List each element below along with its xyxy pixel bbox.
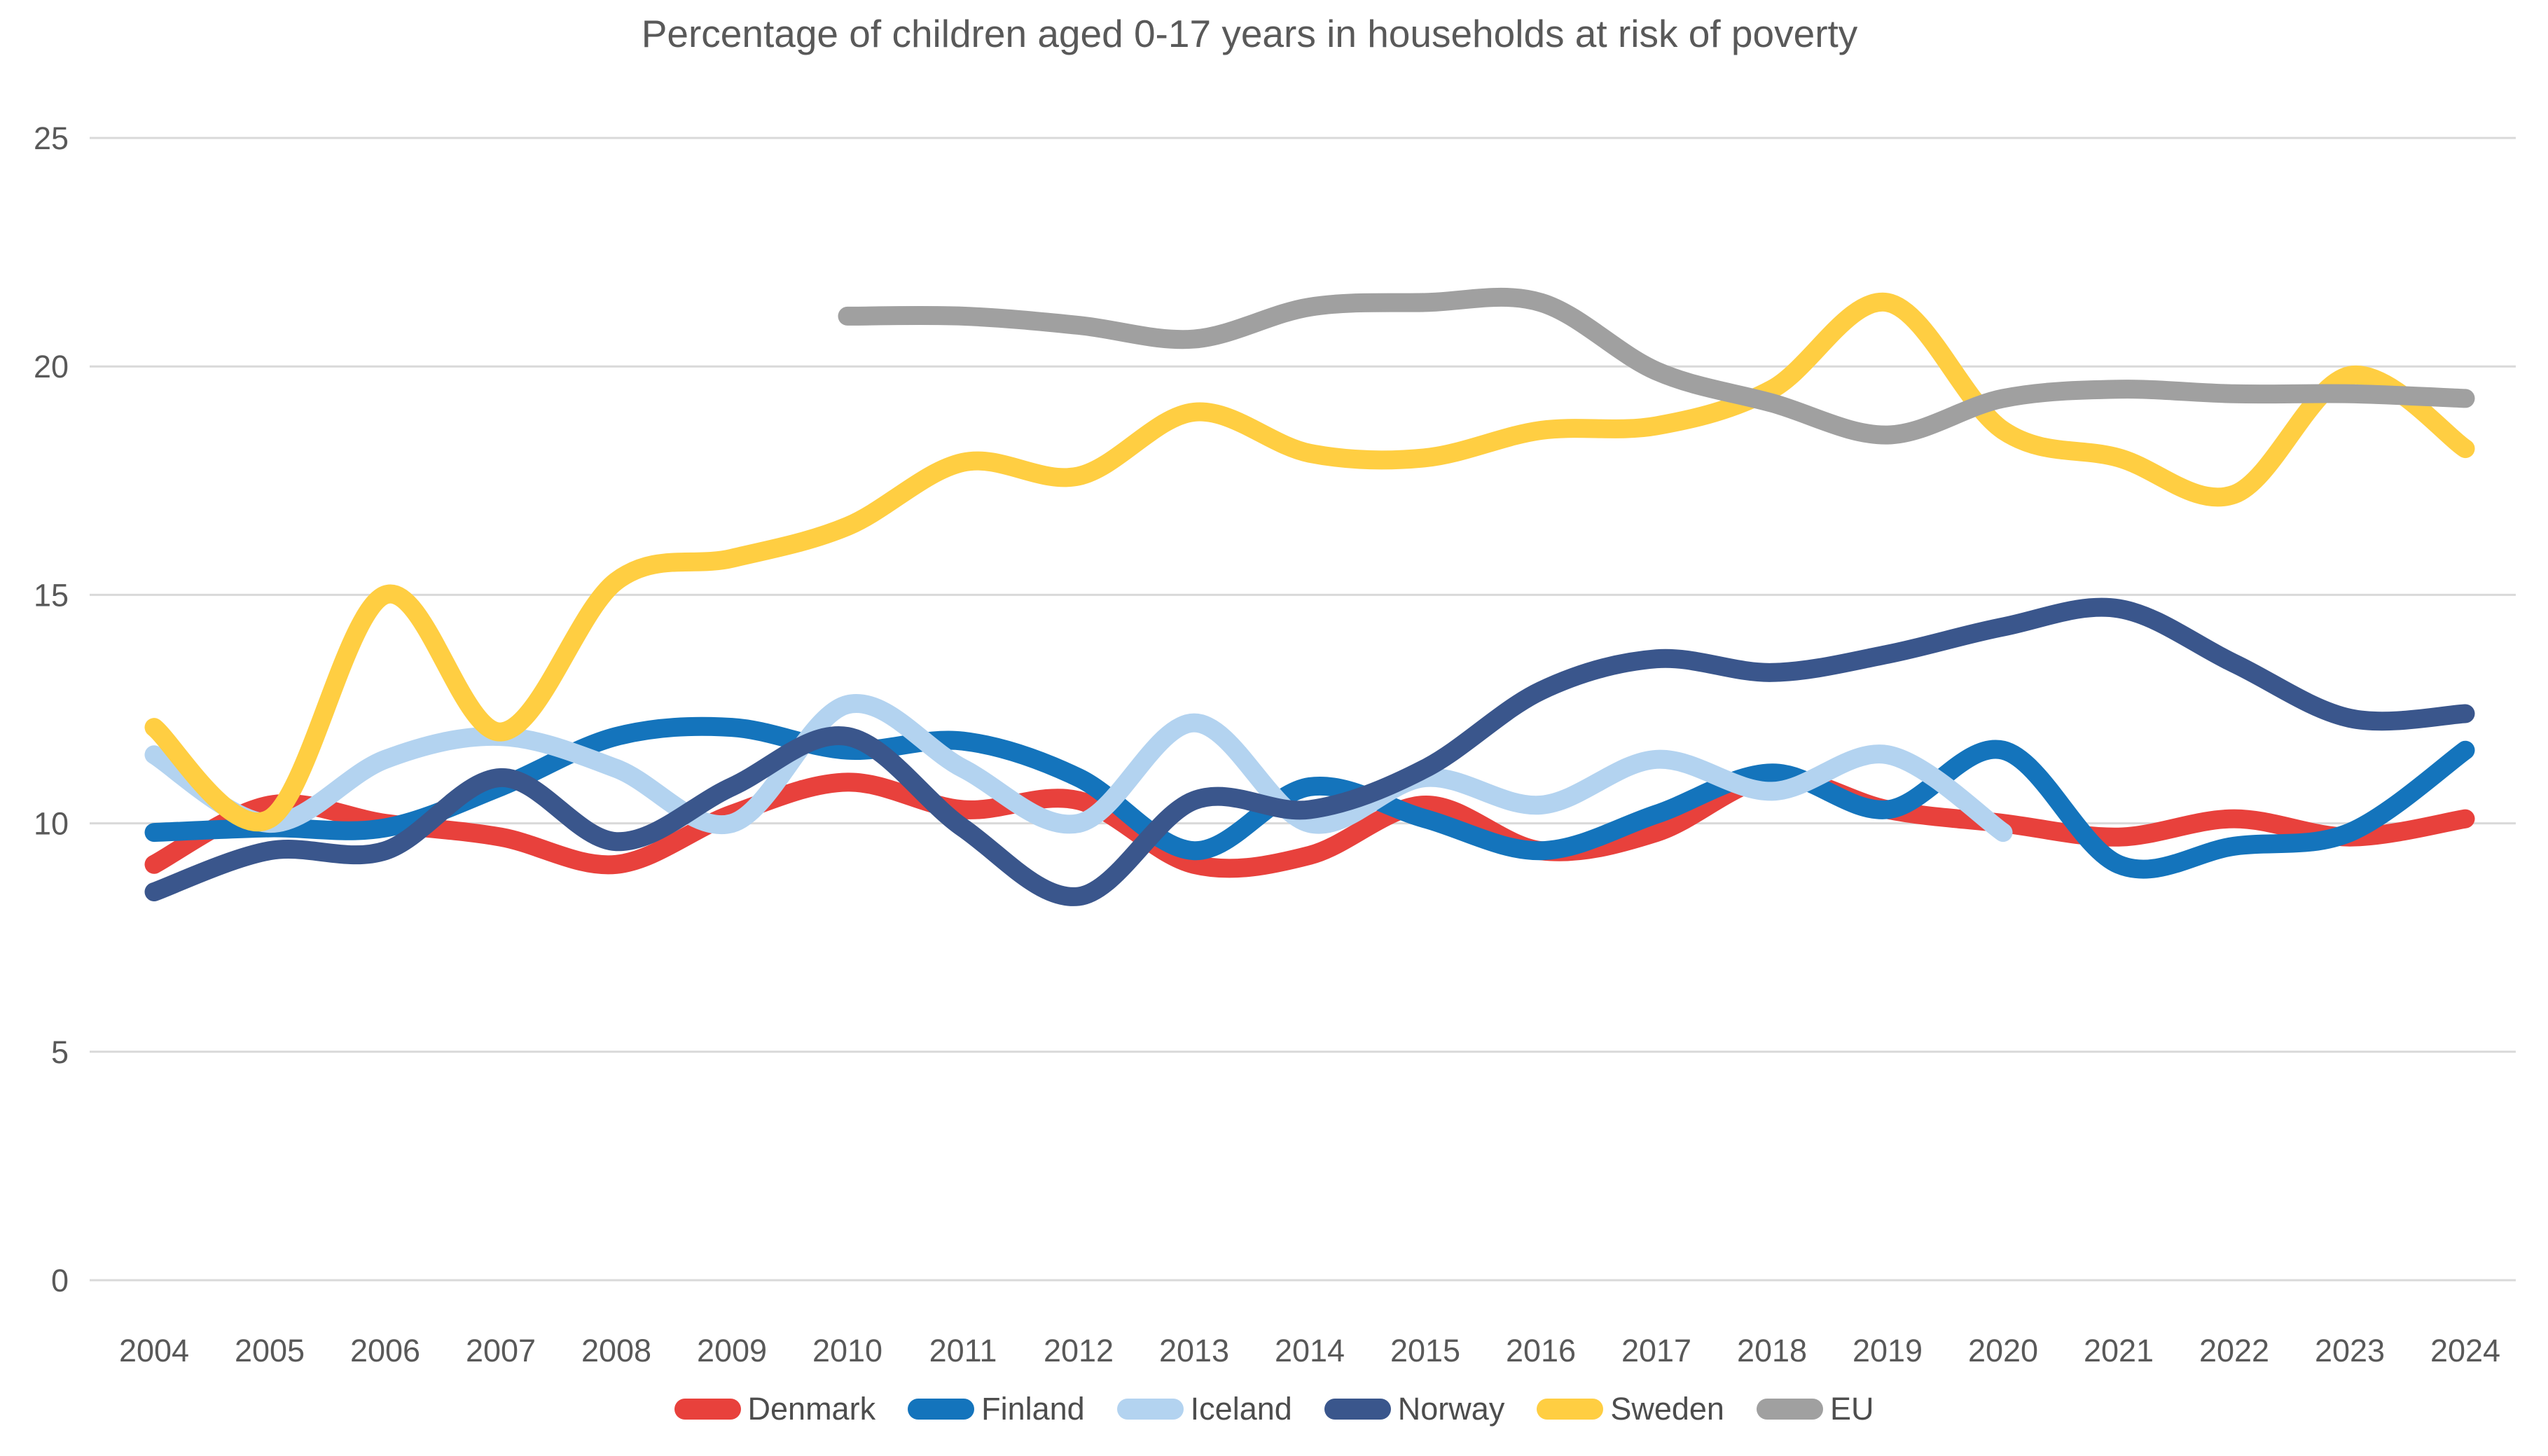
- legend-item-iceland: Iceland: [1116, 1391, 1292, 1427]
- x-axis-label: 2009: [697, 1333, 767, 1368]
- y-axis-label: 20: [34, 349, 69, 384]
- x-axis-label: 2011: [929, 1333, 997, 1368]
- legend: Denmark Finland Iceland Norway Sweden EU: [0, 1391, 2548, 1427]
- legend-label: Norway: [1397, 1391, 1505, 1427]
- series-line-finland: [144, 716, 2475, 879]
- legend-label: Sweden: [1610, 1391, 1724, 1427]
- series-line-sweden: [144, 292, 2475, 832]
- legend-item-sweden: Sweden: [1537, 1391, 1724, 1427]
- x-axis-label: 2012: [1044, 1333, 1114, 1368]
- x-axis-label: 2010: [812, 1333, 882, 1368]
- y-axis-label: 15: [34, 577, 69, 613]
- x-axis-label: 2018: [1737, 1333, 1807, 1368]
- x-axis-label: 2017: [1621, 1333, 1691, 1368]
- legend-item-finland: Finland: [908, 1391, 1085, 1427]
- chart-title: Percentage of children aged 0-17 years i…: [641, 12, 1858, 55]
- x-axis-label: 2023: [2315, 1333, 2385, 1368]
- x-axis-label: 2019: [1853, 1333, 1923, 1368]
- x-axis-label: 2004: [119, 1333, 189, 1368]
- norway-line-swatch-icon: [1324, 1399, 1391, 1420]
- y-axis-label: 10: [34, 806, 69, 842]
- x-axis-label: 2014: [1275, 1333, 1345, 1368]
- legend-item-eu: EU: [1756, 1391, 1874, 1427]
- x-axis-label: 2024: [2430, 1333, 2500, 1368]
- x-axis-label: 2008: [581, 1333, 651, 1368]
- x-axis-label: 2022: [2199, 1333, 2269, 1368]
- finland-line-swatch-icon: [908, 1399, 975, 1420]
- x-axis-label: 2005: [235, 1333, 305, 1368]
- sweden-line-swatch-icon: [1537, 1399, 1604, 1420]
- legend-label: Denmark: [747, 1391, 876, 1427]
- legend-label: Finland: [981, 1391, 1085, 1427]
- denmark-line-swatch-icon: [674, 1399, 741, 1420]
- x-axis-label: 2006: [350, 1333, 420, 1368]
- x-axis-label: 2013: [1159, 1333, 1229, 1368]
- legend-item-denmark: Denmark: [674, 1391, 876, 1427]
- legend-label: EU: [1829, 1391, 1874, 1427]
- eu-line-swatch-icon: [1756, 1399, 1823, 1420]
- x-axis-label: 2020: [1968, 1333, 2038, 1368]
- x-axis-label: 2015: [1390, 1333, 1460, 1368]
- iceland-line-swatch-icon: [1116, 1399, 1184, 1420]
- x-axis-label: 2007: [466, 1333, 536, 1368]
- y-axis-label: 0: [51, 1263, 69, 1298]
- x-axis-label: 2016: [1506, 1333, 1576, 1368]
- legend-item-norway: Norway: [1324, 1391, 1505, 1427]
- series-line-norway: [144, 597, 2475, 906]
- series-line-iceland: [144, 694, 2013, 843]
- legend-label: Iceland: [1190, 1391, 1292, 1427]
- y-axis-label: 25: [34, 120, 69, 156]
- y-axis-label: 5: [51, 1034, 69, 1070]
- series-line-eu: [838, 287, 2475, 445]
- x-axis-label: 2021: [2084, 1333, 2154, 1368]
